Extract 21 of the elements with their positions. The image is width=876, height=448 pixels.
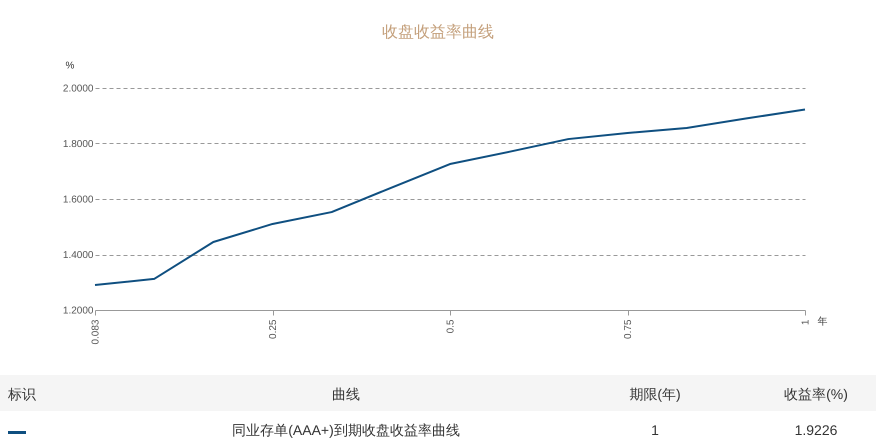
x-tick-label: 0.25 — [268, 319, 279, 339]
x-tick-label: 0.75 — [623, 319, 634, 339]
x-tick-label: 1 — [800, 319, 812, 326]
y-tick-label: 1.8000 — [62, 139, 94, 150]
x-axis-title: 年 — [818, 316, 828, 328]
chart-title: 收盘收益率曲线 — [381, 22, 495, 43]
text: 期限(年) — [629, 386, 681, 404]
text: 标识 — [8, 386, 36, 404]
y-tick-label: 1.6000 — [62, 194, 94, 206]
y-axis-title: % — [66, 60, 74, 72]
line-series — [94, 108, 806, 286]
text: 同业存单(AAA+)到期收盘收益率曲线 — [232, 422, 460, 440]
text: 曲线 — [332, 386, 360, 404]
text: 1.9226 — [794, 422, 838, 438]
x-tick-label: 0.083 — [90, 319, 102, 345]
y-tick-label: 2.0000 — [62, 84, 94, 94]
text: 收益率(%) — [784, 386, 848, 404]
y-tick-label: 1.2000 — [62, 306, 94, 316]
text: 1 — [651, 422, 659, 438]
y-tick-label: 1.4000 — [62, 250, 94, 261]
x-tick-label: 0.5 — [446, 319, 456, 334]
